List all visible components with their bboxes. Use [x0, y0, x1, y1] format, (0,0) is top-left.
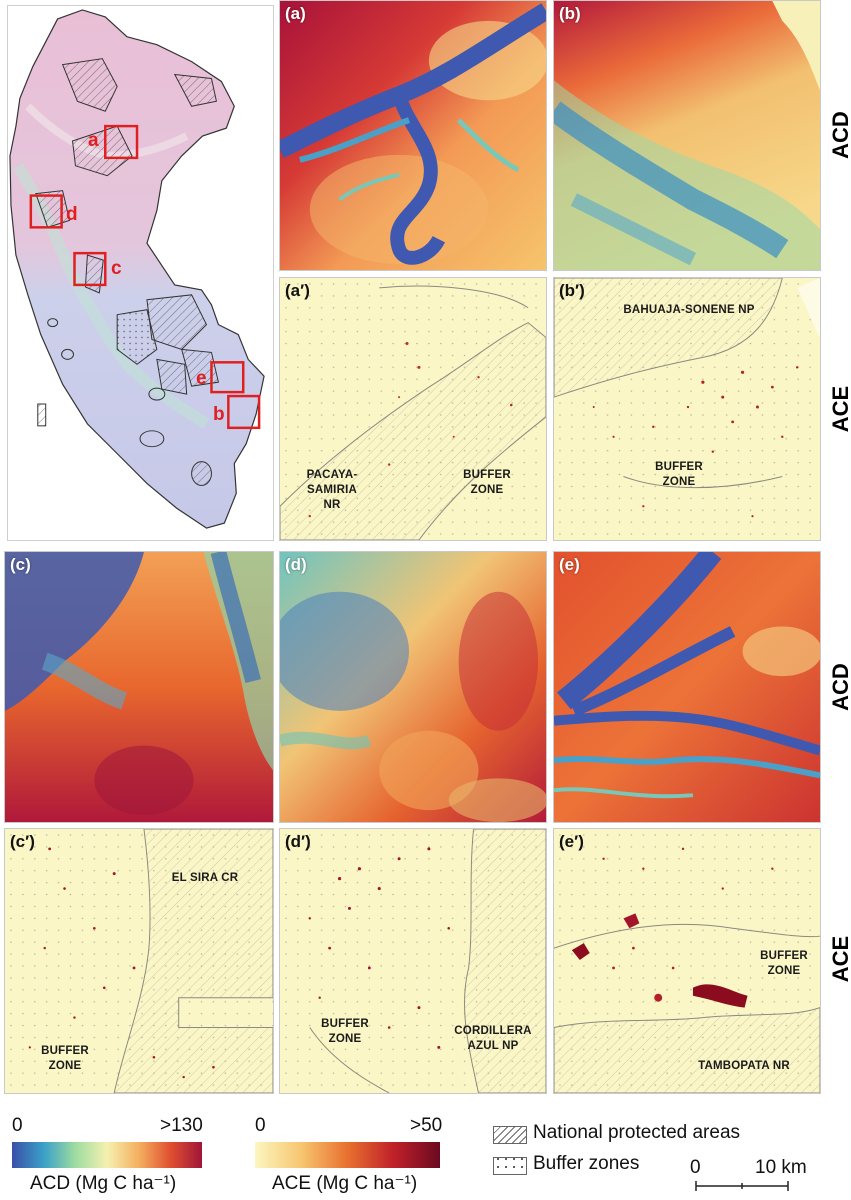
- row-label-top-acd: ACD: [828, 111, 851, 159]
- region-label-d: d: [66, 204, 78, 225]
- region-box-c: [73, 251, 107, 287]
- area-label-buffer-zone-a: BUFFER ZONE: [463, 469, 511, 496]
- panel-label-d: (d): [285, 555, 307, 574]
- region-box-e: [210, 361, 245, 394]
- region-label-b: b: [213, 404, 225, 425]
- area-label-buffer-zone-b: BUFFER ZONE: [655, 461, 703, 488]
- row-label-bottom-acd: ACD: [828, 663, 851, 711]
- panel-c-acd: (c): [4, 551, 274, 823]
- area-label-tambopata: TAMBOPATA NR: [698, 1060, 790, 1072]
- acd-map-b: [554, 1, 820, 270]
- protected-area-swatch: [493, 1126, 527, 1144]
- panel-label-a-prime: (a′): [285, 281, 310, 300]
- panel-label-e: (e): [559, 555, 580, 574]
- region-box-b: [227, 394, 261, 430]
- protected-area-label: National protected areas: [533, 1122, 741, 1143]
- overview-map: a b c d e: [7, 5, 274, 541]
- acd-max-label: >130: [160, 1115, 203, 1136]
- scale-end-label: 10 km: [755, 1157, 807, 1178]
- panel-a-prime-ace: (a′) PACAYA- SAMIRIA NR BUFFER ZONE: [279, 277, 547, 541]
- panel-d-prime-ace: (d′) BUFFER ZONE CORDILLERA AZUL NP: [279, 828, 547, 1094]
- buffer-zone-swatch: [493, 1157, 527, 1175]
- area-label-buffer-zone-d: BUFFER ZONE: [321, 1018, 369, 1045]
- panel-label-d-prime: (d′): [285, 832, 311, 851]
- scale-start-label: 0: [690, 1157, 701, 1178]
- peru-shape: [9, 9, 265, 529]
- acd-min-label: 0: [12, 1115, 23, 1136]
- area-label-bahuaja-sonene: BAHUAJA-SONENE NP: [623, 304, 755, 316]
- panel-e-acd: (e): [553, 551, 821, 823]
- panel-label-a: (a): [285, 4, 306, 23]
- peru-outline-map: [9, 9, 265, 529]
- panel-b-prime-ace: (b′) BAHUAJA-SONENE NP BUFFER ZONE: [553, 277, 821, 541]
- region-box-d: [29, 194, 63, 229]
- panel-label-b: (b): [559, 4, 581, 23]
- ace-map-b: [554, 278, 820, 540]
- panel-label-c: (c): [10, 555, 31, 574]
- area-label-cordillera-azul: CORDILLERA AZUL NP: [454, 1025, 532, 1052]
- panel-d-acd: (d): [279, 551, 547, 823]
- panel-a-acd: (a): [279, 0, 547, 271]
- ace-map-d: [280, 829, 546, 1093]
- buffer-zone-label: Buffer zones: [533, 1153, 640, 1174]
- ace-map-c: [5, 829, 273, 1093]
- panel-c-prime-ace: (c′) EL SIRA CR BUFFER ZONE: [4, 828, 274, 1094]
- acd-map-a: [280, 1, 546, 270]
- panel-e-prime-ace: (e′) BUFFER ZONE TAMBOPATA NR: [553, 828, 821, 1094]
- ace-colorbar: [255, 1142, 440, 1168]
- panel-label-c-prime: (c′): [10, 832, 35, 851]
- scale-bar: [695, 1181, 789, 1191]
- acd-colorbar: [12, 1142, 202, 1168]
- region-label-e: e: [196, 368, 207, 389]
- row-label-bottom-ace: ACE: [828, 935, 851, 983]
- ace-title: ACE (Mg C ha⁻¹): [272, 1173, 418, 1194]
- acd-map-e: [554, 552, 820, 822]
- ace-map-a: [280, 278, 546, 540]
- area-label-el-sira: EL SIRA CR: [171, 872, 239, 884]
- region-box-a: [104, 124, 139, 160]
- panel-b-acd: (b): [553, 0, 821, 271]
- panel-label-e-prime: (e′): [559, 832, 584, 851]
- region-label-a: a: [88, 130, 99, 151]
- area-label-buffer-zone-c: BUFFER ZONE: [41, 1045, 89, 1072]
- acd-map-c: [5, 552, 273, 822]
- ace-min-label: 0: [255, 1115, 266, 1136]
- row-label-top-ace: ACE: [828, 385, 851, 433]
- acd-title: ACD (Mg C ha⁻¹): [30, 1173, 177, 1194]
- area-label-buffer-zone-e: BUFFER ZONE: [760, 950, 808, 977]
- ace-map-e: [554, 829, 820, 1093]
- region-label-c: c: [111, 258, 122, 279]
- panel-label-b-prime: (b′): [559, 281, 585, 300]
- ace-max-label: >50: [410, 1115, 443, 1136]
- acd-map-d: [280, 552, 546, 822]
- area-label-pacaya-samiria: PACAYA- SAMIRIA NR: [306, 469, 358, 511]
